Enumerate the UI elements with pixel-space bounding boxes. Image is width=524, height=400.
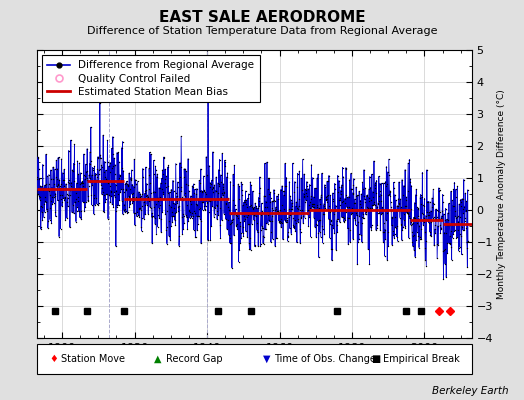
Text: Empirical Break: Empirical Break <box>383 354 460 364</box>
Text: Time of Obs. Change: Time of Obs. Change <box>275 354 376 364</box>
Text: ▲: ▲ <box>154 354 161 364</box>
Legend: Difference from Regional Average, Quality Control Failed, Estimated Station Mean: Difference from Regional Average, Qualit… <box>42 55 259 102</box>
Y-axis label: Monthly Temperature Anomaly Difference (°C): Monthly Temperature Anomaly Difference (… <box>497 89 506 299</box>
Text: Station Move: Station Move <box>61 354 125 364</box>
Text: Difference of Station Temperature Data from Regional Average: Difference of Station Temperature Data f… <box>87 26 437 36</box>
Text: Berkeley Earth: Berkeley Earth <box>432 386 508 396</box>
Text: ■: ■ <box>372 354 381 364</box>
Text: ♦: ♦ <box>50 354 59 364</box>
Text: ▼: ▼ <box>263 354 270 364</box>
Text: EAST SALE AERODROME: EAST SALE AERODROME <box>159 10 365 25</box>
Text: Record Gap: Record Gap <box>166 354 222 364</box>
